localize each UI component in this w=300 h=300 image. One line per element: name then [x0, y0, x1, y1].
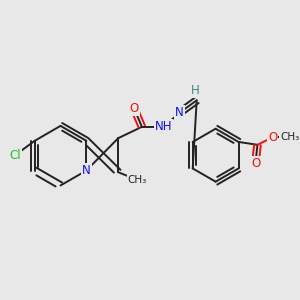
Text: NH: NH: [155, 120, 172, 133]
Text: O: O: [268, 131, 277, 144]
Text: CH₃: CH₃: [128, 175, 147, 185]
Text: CH₃: CH₃: [280, 132, 299, 142]
Text: N: N: [175, 106, 184, 119]
Text: Cl: Cl: [9, 149, 21, 162]
Text: N: N: [82, 164, 91, 177]
Text: O: O: [130, 102, 139, 116]
Text: O: O: [251, 157, 260, 170]
Text: H: H: [190, 84, 199, 98]
